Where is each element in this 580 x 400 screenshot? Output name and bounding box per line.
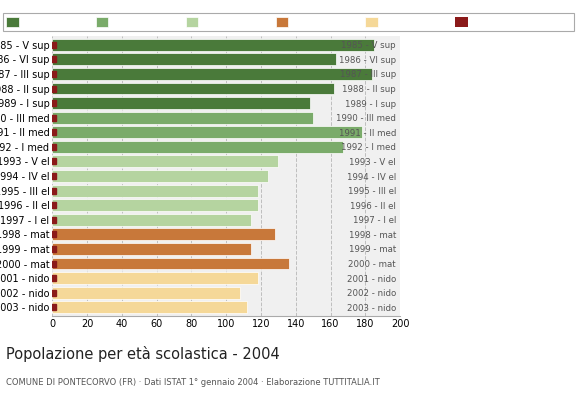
Bar bbox=[52, 185, 258, 196]
Text: Popolazione per età scolastica - 2004: Popolazione per età scolastica - 2004 bbox=[6, 346, 280, 362]
Bar bbox=[52, 170, 268, 182]
Bar bbox=[52, 243, 251, 255]
Bar bbox=[52, 258, 289, 270]
Bar bbox=[52, 112, 313, 124]
Text: Sec. II grado: Sec. II grado bbox=[21, 18, 75, 26]
Text: Sec. I grado: Sec. I grado bbox=[111, 18, 162, 26]
Text: Asilo Nido: Asilo Nido bbox=[380, 18, 423, 26]
Bar bbox=[52, 68, 372, 80]
Bar bbox=[52, 301, 247, 313]
Bar bbox=[52, 126, 362, 138]
Bar bbox=[52, 199, 258, 211]
Text: Età: Età bbox=[10, 20, 30, 30]
Bar bbox=[52, 39, 374, 51]
Bar bbox=[52, 228, 275, 240]
Bar bbox=[52, 141, 343, 153]
Text: Scuola Primaria: Scuola Primaria bbox=[201, 18, 268, 26]
Bar bbox=[52, 287, 240, 299]
Bar bbox=[52, 214, 251, 226]
Bar bbox=[52, 156, 278, 167]
Text: Scuola dell'Infanzia: Scuola dell'Infanzia bbox=[291, 18, 374, 26]
Bar bbox=[52, 82, 334, 94]
Text: Anno di nascita: Anno di nascita bbox=[400, 20, 491, 30]
Bar bbox=[52, 53, 336, 65]
Bar bbox=[52, 272, 258, 284]
Bar bbox=[52, 97, 310, 109]
Text: COMUNE DI PONTECORVO (FR) · Dati ISTAT 1° gennaio 2004 · Elaborazione TUTTITALIA: COMUNE DI PONTECORVO (FR) · Dati ISTAT 1… bbox=[6, 378, 379, 387]
Text: Stranieri: Stranieri bbox=[470, 18, 507, 26]
